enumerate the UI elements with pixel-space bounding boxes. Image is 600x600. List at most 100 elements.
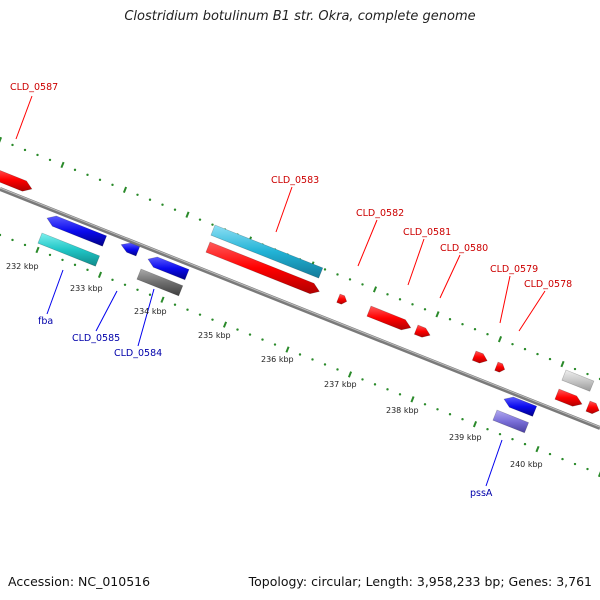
upper-minor-tick xyxy=(198,218,202,221)
upper-minor-tick xyxy=(536,352,539,356)
gene-label-cld-0585: CLD_0585 xyxy=(72,333,120,344)
upper-minor-tick xyxy=(548,357,552,361)
leader-cld-0585 xyxy=(95,290,118,332)
scale-label-236: 236 kbp xyxy=(261,355,294,364)
lower-minor-tick xyxy=(148,293,152,296)
gene-label-cld-0583: CLD_0583 xyxy=(271,175,319,186)
lower-major-tick xyxy=(535,445,540,453)
upper-minor-tick xyxy=(36,153,39,157)
lower-minor-tick xyxy=(248,333,252,336)
leader-cld-0583 xyxy=(275,186,293,233)
lower-minor-tick xyxy=(498,432,502,436)
lower-minor-tick xyxy=(261,338,264,341)
lower-minor-tick xyxy=(211,318,214,321)
gene-gray-right xyxy=(561,369,595,392)
gene-cld-0587 xyxy=(0,170,33,192)
lower-minor-tick xyxy=(198,313,202,316)
gene-red-right-2 xyxy=(585,400,600,415)
upper-minor-tick xyxy=(348,278,352,281)
lower-minor-tick xyxy=(386,388,389,391)
lower-major-tick xyxy=(160,296,165,303)
lower-minor-tick xyxy=(111,278,114,282)
upper-minor-tick xyxy=(386,293,389,296)
lower-minor-tick xyxy=(511,437,514,441)
lower-minor-tick xyxy=(61,258,64,262)
upper-minor-tick xyxy=(136,193,139,196)
lower-minor-tick xyxy=(573,462,577,466)
scale-label-233: 233 kbp xyxy=(70,284,103,293)
upper-minor-tick xyxy=(11,143,14,147)
upper-minor-tick xyxy=(48,158,52,162)
gene-label-cld-0580: CLD_0580 xyxy=(440,243,488,254)
upper-minor-tick xyxy=(573,367,577,371)
lower-minor-tick xyxy=(373,383,377,386)
lower-minor-tick xyxy=(323,363,327,366)
upper-major-tick xyxy=(0,136,3,143)
upper-major-tick xyxy=(560,360,565,368)
leader-cld-0580 xyxy=(439,254,461,299)
lower-minor-tick xyxy=(436,408,439,411)
gene-label-cld-0587: CLD_0587 xyxy=(10,82,58,93)
scale-label-235: 235 kbp xyxy=(198,331,231,340)
gene-blue-mid xyxy=(147,256,190,281)
leader-cld-0578 xyxy=(518,290,546,332)
lower-minor-tick xyxy=(48,253,52,257)
gene-cld-0578 xyxy=(494,361,506,373)
upper-minor-tick xyxy=(523,347,527,351)
gene-cld-0584 xyxy=(136,268,184,297)
lower-major-tick xyxy=(35,246,40,254)
upper-minor-tick xyxy=(211,223,214,226)
upper-minor-tick xyxy=(473,328,477,331)
leader-cld-0584 xyxy=(137,288,155,347)
upper-minor-tick xyxy=(486,332,489,336)
upper-minor-tick xyxy=(73,168,77,172)
lower-minor-tick xyxy=(186,308,189,311)
lower-minor-tick xyxy=(86,268,89,272)
upper-major-tick xyxy=(497,336,503,343)
lower-minor-tick xyxy=(73,263,77,267)
upper-minor-tick xyxy=(411,303,414,306)
lower-minor-tick xyxy=(0,233,2,237)
upper-major-tick xyxy=(435,311,440,318)
lower-minor-tick xyxy=(448,413,452,416)
lower-minor-tick xyxy=(298,353,302,356)
upper-minor-tick xyxy=(148,198,152,201)
upper-major-tick xyxy=(372,286,378,293)
upper-minor-tick xyxy=(423,308,427,311)
lower-minor-tick xyxy=(586,467,589,471)
gene-red-right-1 xyxy=(554,388,583,407)
upper-minor-tick xyxy=(111,183,114,187)
lower-minor-tick xyxy=(173,303,177,306)
lower-minor-tick xyxy=(361,378,364,381)
lower-major-tick xyxy=(97,271,103,278)
gene-cld-0579 xyxy=(471,350,488,364)
lower-minor-tick xyxy=(561,457,564,461)
lower-minor-tick xyxy=(336,368,339,371)
lower-minor-tick xyxy=(136,288,139,291)
lower-major-tick xyxy=(222,321,228,328)
upper-minor-tick xyxy=(173,208,177,211)
lower-minor-tick xyxy=(548,452,552,456)
topology-text: Topology: circular; Length: 3,958,233 bp… xyxy=(248,574,592,589)
upper-major-tick xyxy=(185,211,190,218)
upper-minor-tick xyxy=(336,273,339,276)
leader-cld-0581 xyxy=(407,238,425,286)
leader-cld-0582 xyxy=(357,219,378,267)
gene-label-cld-0581: CLD_0581 xyxy=(403,227,451,238)
leader-fba xyxy=(46,269,64,315)
genome-backbone xyxy=(0,187,600,430)
leader-cld-0587 xyxy=(15,95,33,140)
gene-pssa xyxy=(492,409,529,434)
lower-minor-tick xyxy=(423,403,427,406)
upper-minor-tick xyxy=(448,318,452,321)
upper-minor-tick xyxy=(98,178,102,182)
lower-minor-tick xyxy=(236,328,239,331)
upper-minor-tick xyxy=(323,268,327,271)
upper-minor-tick xyxy=(23,148,27,152)
lower-major-tick xyxy=(472,421,478,428)
gene-cld-0583-cyan xyxy=(210,224,324,279)
lower-major-tick xyxy=(347,371,353,378)
lower-minor-tick xyxy=(523,442,527,446)
lower-minor-tick xyxy=(273,343,277,346)
gene-blue-pssa xyxy=(503,396,538,417)
